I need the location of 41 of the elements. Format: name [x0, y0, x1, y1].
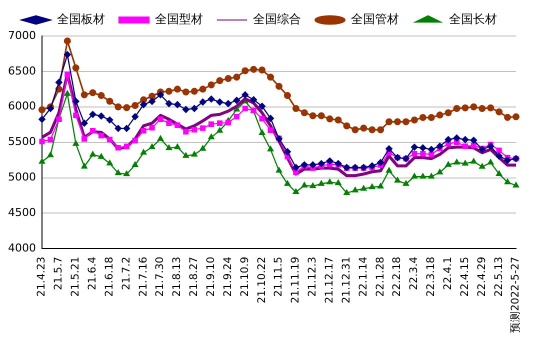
x-tick-label: 21.7.2: [120, 256, 132, 290]
x-tick-label: 22.3.18: [425, 256, 438, 297]
y-tick-label: 6000: [8, 100, 36, 113]
legend-label: 全国管材: [351, 12, 399, 26]
x-tick-label: 22.2.18: [391, 256, 404, 297]
y-tick-label: 5000: [8, 170, 36, 184]
y-tick-label: 4000: [8, 242, 36, 255]
x-tick-label: 21.12.31: [340, 256, 352, 304]
y-tick-label: 6500: [8, 64, 36, 78]
x-tick-label: 21.4.23: [36, 256, 48, 297]
x-tick-label: 21.7.30: [154, 256, 166, 297]
x-tick-label: 22.4.1: [442, 256, 454, 290]
x-tick-label: 21.6.4: [86, 256, 99, 290]
x-tick-label: 22.5.13: [492, 256, 505, 297]
x-tick-label: 22.3.4: [408, 256, 420, 290]
x-tick-label: 预测2022-5-27: [510, 256, 522, 334]
y-tick-label: 5500: [8, 135, 36, 148]
x-tick-label: 21.9.10: [205, 256, 218, 297]
legend-label: 全国板材: [57, 12, 105, 26]
x-tick-label: 22.1.14: [357, 256, 370, 297]
x-tick-label: 21.5.21: [70, 256, 82, 297]
x-tick-label: 21.5.7: [52, 256, 65, 290]
x-tick-label: 21.10.9: [238, 256, 251, 297]
legend-label: 全国综合: [253, 12, 301, 26]
x-tick-label: 21.12.3: [306, 256, 319, 297]
x-tick-label: 21.11.5: [272, 256, 285, 297]
x-tick-label: 22.1.28: [374, 256, 386, 297]
x-tick-label: 21.8.27: [188, 256, 200, 297]
y-tick-label: 4500: [8, 206, 36, 220]
x-tick-label: 21.11.19: [290, 256, 302, 304]
x-tick-label: 21.8.13: [171, 256, 184, 297]
y-tick-label: 7000: [8, 28, 36, 42]
x-tick-label: 22.4.15: [458, 256, 471, 297]
x-tick-label: 21.9.24: [222, 256, 234, 297]
legend-label: 全国型材: [155, 12, 203, 26]
x-tick-label: 21.12.17: [324, 256, 336, 304]
x-tick-label: 21.6.18: [103, 256, 116, 297]
legend-label: 全国长材: [449, 12, 497, 26]
x-tick-label: 21.10.22: [256, 256, 268, 304]
x-tick-label: 21.7.16: [137, 256, 150, 297]
x-tick-label: 22.4.29: [476, 256, 488, 297]
